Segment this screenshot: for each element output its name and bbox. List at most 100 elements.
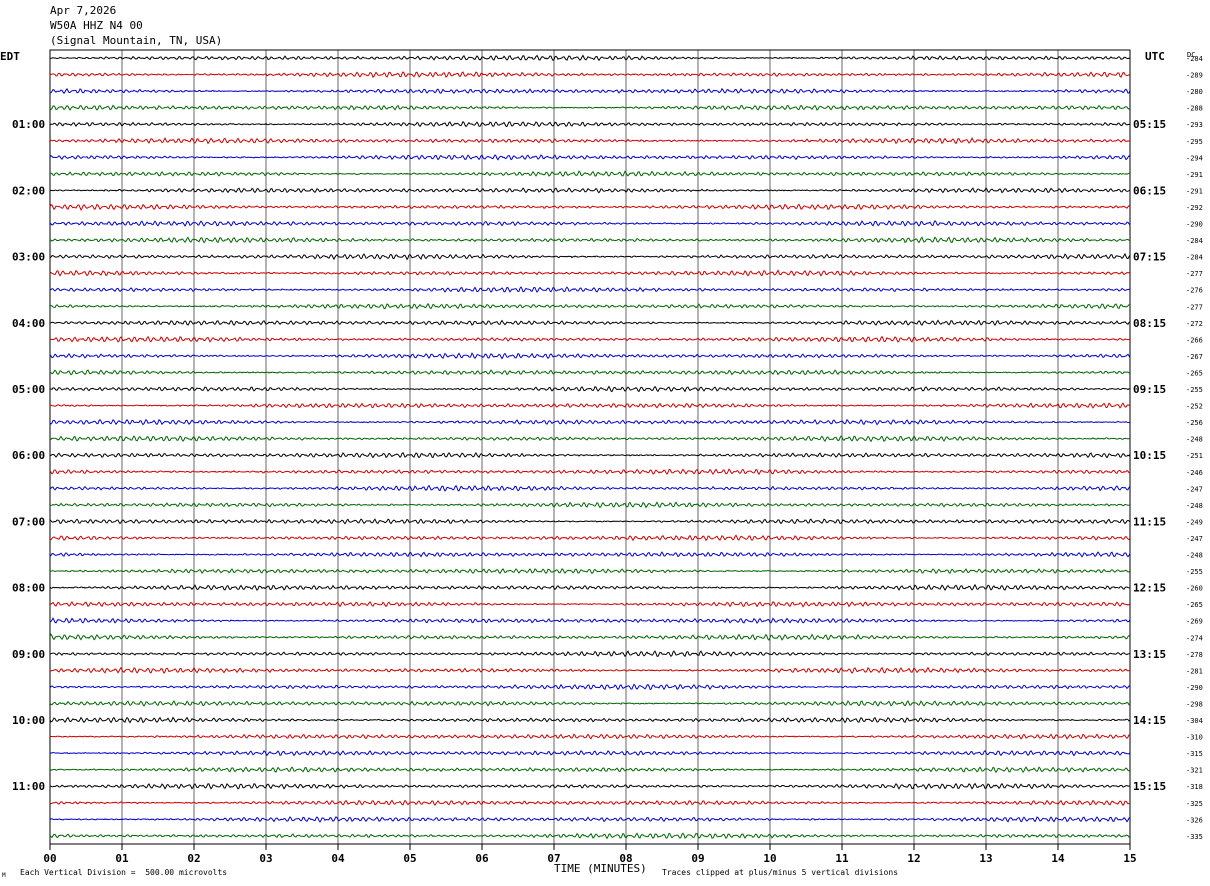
dc-offset-label: -335 [1186,833,1203,841]
dc-offset-label: -277 [1186,270,1203,278]
trace-line [49,319,1131,326]
x-tick-label: 00 [43,852,56,865]
utc-hour-labels: 05:15 06:15 07:15 08:15 09:15 10:15 11:15 12:15… [1133,118,1166,793]
trace-line [49,568,1131,575]
edt-hour-label: 08:00 [12,582,45,595]
trace-line [49,219,1131,227]
utc-hour-label: 07:15 [1133,251,1166,264]
corner-mark: M [2,872,6,879]
trace-line [49,799,1131,807]
trace-line [49,104,1131,111]
x-tick-label: 14 [1051,852,1065,865]
trace-line [49,418,1131,426]
utc-hour-label: 15:15 [1133,780,1166,793]
record-date: Apr 7,2026 [50,4,117,17]
edt-hour-label: 07:00 [12,515,45,528]
utc-hour-label: 10:15 [1133,449,1166,462]
plot-frame [49,49,1131,845]
x-axis-ticks: 00 01 02 03 04 05 06 07 08 09 10 11 12 13 14 15 [43,844,1137,865]
utc-hour-label: 06:15 [1133,184,1166,197]
trace-line [49,484,1131,492]
x-tick-label: 11 [835,852,849,865]
trace-line [49,203,1131,211]
utc-hour-label: 09:15 [1133,383,1166,396]
clip-note: Traces clipped at plus/minus 5 vertical … [662,868,899,877]
dc-offset-label: -269 [1186,618,1203,626]
trace-line [49,187,1131,194]
x-tick-label: 06 [475,852,489,865]
utc-hour-label: 08:15 [1133,317,1166,330]
dc-offset-label: -292 [1186,204,1203,212]
dc-column-label: DC [1187,51,1195,59]
trace-line [49,451,1131,459]
dc-offset-labels: -284 -289 -280 -288 -293 -295 -294 -291 -291 -292… [1186,55,1203,841]
x-tick-label: 08 [619,852,632,865]
trace-line [49,154,1131,161]
edt-hour-label: 02:00 [12,184,45,197]
trace-line [49,269,1131,277]
x-tick-label: 07 [547,852,560,865]
utc-hour-label: 14:15 [1133,714,1166,727]
trace-line [49,71,1131,78]
dc-offset-label: -248 [1186,552,1203,560]
trace-line [49,749,1131,757]
station-location: (Signal Mountain, TN, USA) [50,34,223,47]
trace-line [49,120,1131,128]
trace-line [49,87,1131,95]
trace-line [49,534,1131,542]
utc-hour-label: 05:15 [1133,118,1166,131]
dc-offset-label: -247 [1186,535,1203,543]
trace-line [49,601,1131,608]
dc-offset-label: -247 [1186,485,1203,493]
dc-offset-label: -290 [1186,221,1203,229]
trace-line [49,583,1131,592]
trace-line [49,501,1131,509]
dc-offset-label: -289 [1186,72,1203,80]
dc-offset-label: -294 [1186,154,1203,162]
dc-offset-label: -248 [1186,436,1203,444]
dc-offset-label: -280 [1186,88,1203,96]
dc-offset-label: -310 [1186,734,1203,742]
x-tick-label: 04 [331,852,345,865]
dc-offset-label: -326 [1186,816,1203,824]
dc-offset-label: -321 [1186,767,1203,775]
dc-offset-label: -293 [1186,121,1203,129]
dc-offset-label: -256 [1186,419,1203,427]
dc-offset-label: -278 [1186,651,1203,659]
utc-hour-label: 11:15 [1133,515,1166,528]
edt-hour-label: 06:00 [12,449,45,462]
trace-line [49,766,1131,774]
dc-offset-label: -267 [1186,353,1203,361]
dc-offset-label: -277 [1186,303,1203,311]
edt-hour-label: 04:00 [12,317,45,330]
time-gridlines [121,50,1059,844]
dc-offset-label: -274 [1186,634,1203,642]
dc-offset-label: -252 [1186,403,1203,411]
trace-line [49,136,1131,145]
dc-offset-label: -284 [1186,237,1203,245]
dc-offset-label: -325 [1186,800,1203,808]
x-tick-label: 12 [907,852,920,865]
dc-offset-label: -304 [1186,717,1203,725]
x-tick-label: 13 [979,852,992,865]
trace-line [49,551,1131,558]
dc-offset-label: -288 [1186,105,1203,113]
x-tick-label: 05 [403,852,416,865]
trace-line [49,683,1131,691]
trace-line [49,402,1131,409]
x-tick-label: 10 [763,852,776,865]
trace-line [49,435,1131,443]
x-tick-label: 01 [115,852,129,865]
trace-line [49,633,1131,641]
x-tick-label: 09 [691,852,704,865]
dc-offset-label: -265 [1186,369,1203,377]
trace-line [49,369,1131,376]
dc-offset-label: -266 [1186,336,1203,344]
seismic-traces [49,54,1131,840]
trace-line [49,617,1131,624]
trace-line [49,832,1131,840]
edt-hour-label: 11:00 [12,780,45,793]
utc-hour-label: 13:15 [1133,648,1166,661]
trace-line [49,518,1131,525]
trace-line [49,352,1131,360]
